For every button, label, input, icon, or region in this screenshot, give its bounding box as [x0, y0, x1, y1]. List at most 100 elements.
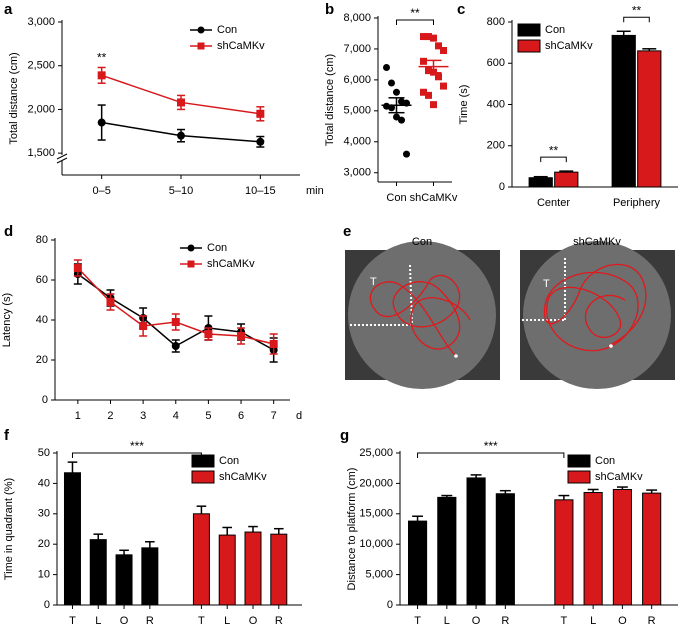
bar [554, 499, 574, 606]
y-tick-label: 20 [38, 538, 50, 550]
marker [430, 34, 437, 42]
legend-label: shCaMKv [217, 40, 265, 52]
bar [612, 488, 632, 606]
significance-bracket [623, 16, 650, 23]
marker [256, 109, 265, 118]
y-tick-label: 30 [38, 508, 50, 520]
x-tick-label: Con [386, 192, 406, 204]
legend-swatch [567, 454, 591, 468]
marker [440, 46, 447, 54]
bar [89, 539, 107, 606]
significance-label: *** [484, 439, 498, 453]
y-tick-label: 5,000 [343, 105, 371, 117]
panel-label: a [4, 1, 13, 18]
x-unit-label: min [306, 185, 324, 197]
y-axis-label: Total distance (cm) [8, 52, 20, 144]
marker [197, 42, 205, 50]
image-title: Con [412, 236, 432, 248]
significance-bracket [396, 19, 434, 25]
bar [528, 177, 553, 188]
significance-label: ** [410, 6, 420, 20]
significance-label: *** [130, 439, 144, 453]
bar [611, 34, 636, 188]
x-tick-label: T [69, 615, 76, 627]
marker [269, 340, 278, 348]
x-tick-label: 0–5 [92, 185, 110, 197]
y-tick-label: 10 [38, 569, 50, 581]
marker [197, 26, 205, 34]
x-tick-label: 5–10 [169, 185, 193, 197]
legend-swatch [517, 39, 541, 53]
legend-swatch [191, 454, 215, 468]
trajectory [543, 263, 647, 352]
marker [97, 71, 106, 80]
x-tick-label: L [224, 615, 230, 627]
y-tick-label: 3,000 [343, 167, 371, 179]
legend-label: shCaMKv [545, 40, 593, 52]
x-tick-label: O [120, 615, 129, 627]
significance-bracket [417, 452, 565, 458]
y-tick-label: 0 [387, 599, 393, 611]
y-tick-label: 7,000 [343, 43, 371, 55]
significance-label: ** [632, 3, 642, 17]
x-tick-label: O [618, 615, 627, 627]
marker [388, 79, 395, 87]
y-tick-label: 50 [38, 447, 50, 459]
marker [393, 88, 400, 96]
platform [609, 344, 613, 348]
y-axis-label: Distance to platform (cm) [346, 468, 358, 591]
y-tick-label: 40 [36, 314, 48, 326]
bar [642, 492, 662, 606]
marker [187, 260, 195, 268]
marker [393, 113, 400, 121]
x-tick-label: L [95, 615, 101, 627]
panel-e-images: T T Con shCaMKv e [343, 223, 675, 389]
significance-label: ** [97, 51, 107, 65]
legend-label: Con [217, 24, 237, 36]
trajectory [369, 274, 471, 356]
x-tick-label: R [648, 615, 656, 627]
x-unit-label: d [296, 410, 302, 422]
legend-swatch [517, 23, 541, 37]
significance-label: ** [549, 143, 559, 157]
marker [420, 33, 427, 41]
legend-label: Con [207, 242, 227, 254]
marker [204, 330, 213, 338]
legend-label: Con [219, 455, 239, 467]
marker [425, 91, 432, 99]
bar [141, 547, 159, 606]
marker [177, 131, 185, 140]
y-tick-label: 0 [44, 599, 50, 611]
x-tick-label: 3 [140, 410, 146, 422]
bar [466, 477, 486, 606]
marker [440, 82, 447, 90]
x-tick-label: Periphery [613, 197, 661, 209]
legend-label: shCaMKv [595, 471, 643, 483]
x-tick-label: 10–15 [245, 185, 276, 197]
bar [495, 493, 515, 606]
marker [425, 67, 432, 75]
target-label: T [370, 276, 377, 288]
marker [97, 118, 106, 127]
x-tick-label: Center [537, 197, 570, 209]
x-tick-label: T [198, 615, 205, 627]
y-tick-label: 6,000 [343, 74, 371, 86]
marker [435, 42, 442, 50]
y-tick-label: 25,000 [359, 447, 393, 459]
target-label: T [543, 278, 550, 290]
y-tick-label: 15,000 [359, 508, 393, 520]
y-tick-label: 20 [36, 354, 48, 366]
y-tick-label: 2,500 [27, 60, 55, 72]
x-tick-label: L [444, 615, 450, 627]
x-tick-label: 1 [75, 410, 81, 422]
x-tick-label: 2 [107, 410, 113, 422]
image-title: shCaMKv [573, 236, 621, 248]
y-axis-label: Total distance (cm) [324, 54, 336, 146]
marker [430, 101, 437, 109]
arena [348, 241, 496, 389]
legend-label: Con [545, 24, 565, 36]
y-tick-label: 0 [42, 394, 48, 406]
axis-break [56, 153, 68, 164]
x-tick-label: R [501, 615, 509, 627]
x-tick-label: T [561, 615, 568, 627]
